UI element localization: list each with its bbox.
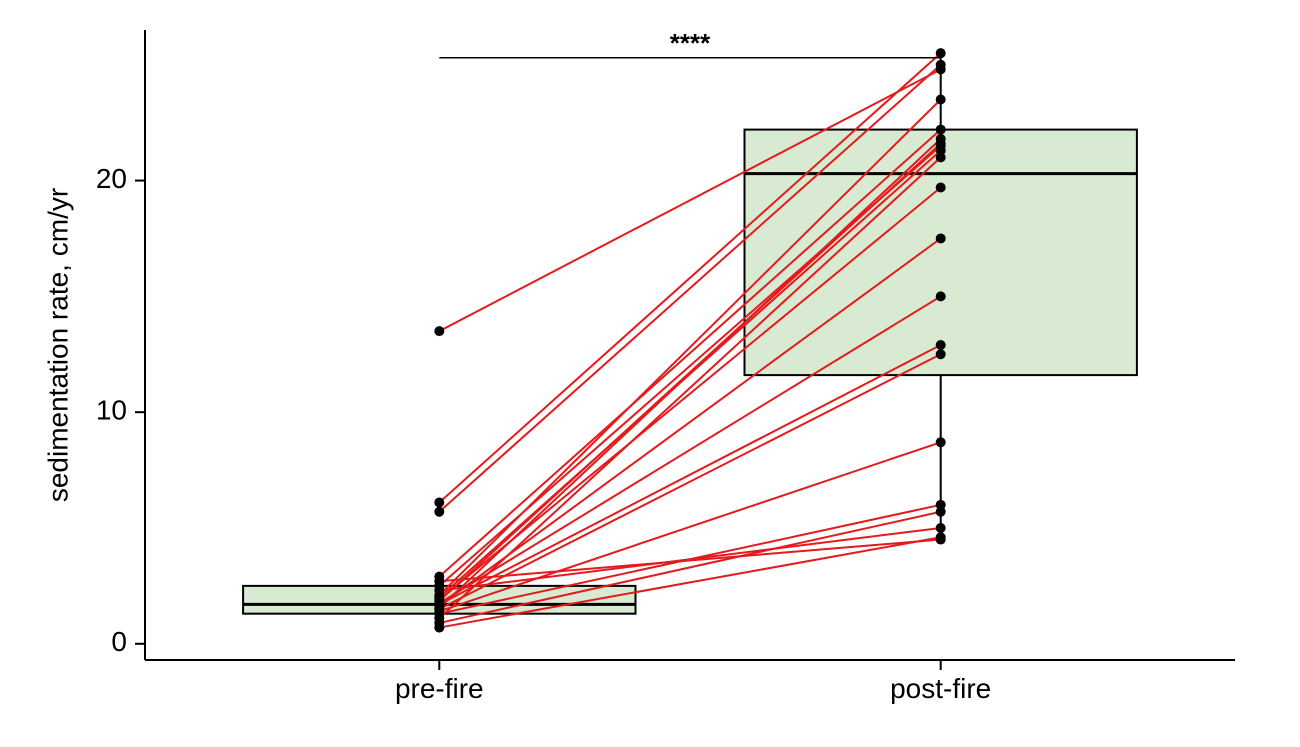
pair-line: [439, 442, 940, 611]
data-point: [936, 532, 946, 542]
data-point: [936, 233, 946, 243]
data-point: [936, 60, 946, 70]
data-point: [936, 340, 946, 350]
data-point: [434, 498, 444, 508]
data-point: [936, 291, 946, 301]
data-point: [936, 94, 946, 104]
x-tick-label: pre-fire: [395, 673, 484, 704]
data-point: [936, 183, 946, 193]
data-point: [936, 152, 946, 162]
data-point: [936, 437, 946, 447]
y-tick-label: 20: [96, 163, 127, 194]
sedimentation-boxplot: 0 10 20 sedimentation rate, cm/yr pre-fire po…: [0, 0, 1300, 747]
x-tick-label: post-fire: [890, 673, 991, 704]
data-point: [936, 48, 946, 58]
pair-line: [439, 157, 940, 618]
data-point: [936, 523, 946, 533]
significance-label: ****: [670, 28, 711, 58]
pair-line: [439, 512, 940, 623]
pair-line: [439, 540, 940, 582]
data-point: [936, 507, 946, 517]
y-tick-label: 10: [96, 395, 127, 426]
data-point: [936, 349, 946, 359]
data-point: [936, 125, 946, 135]
data-point: [434, 326, 444, 336]
data-point: [434, 623, 444, 633]
data-point: [434, 507, 444, 517]
y-axis-label: sedimentation rate, cm/yr: [42, 188, 73, 502]
data-point: [936, 134, 946, 144]
pair-line: [439, 345, 940, 604]
pair-line: [439, 296, 940, 603]
y-tick-label: 0: [111, 626, 127, 657]
